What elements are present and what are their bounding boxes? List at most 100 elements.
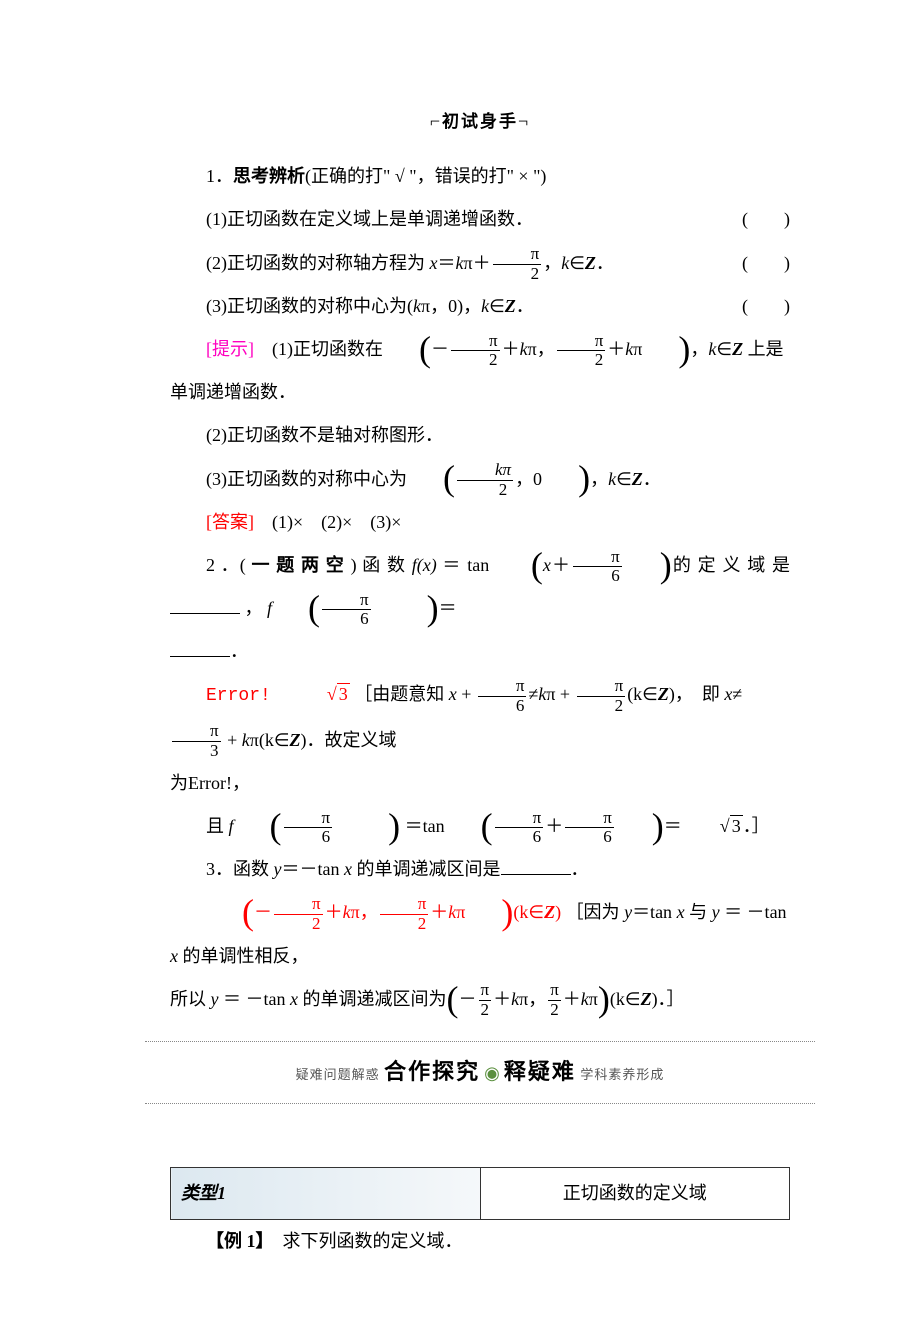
q1-item2-paren: ( ) — [706, 242, 790, 285]
q3a-n2: π — [380, 895, 429, 915]
q2s2-ad: 6 — [284, 828, 333, 847]
q2-m3: 的 定 义 域 是 — [672, 555, 790, 575]
q1-i2-num: π — [493, 245, 542, 265]
q3-eq: ＝－tan — [282, 859, 345, 879]
type-label-cell: 类型1 — [171, 1167, 481, 1219]
q1-i2-den: 2 — [493, 265, 542, 284]
q3l2-c: ， — [528, 989, 546, 1009]
q2s-end: )．故定义域 — [301, 730, 397, 750]
q3s-pre: ［因为 — [561, 902, 624, 922]
q2s2-f: f — [229, 816, 234, 836]
q2-m5: ＝ — [439, 598, 457, 618]
q2s-x: x — [449, 684, 457, 704]
q2s2-pre: 且 — [206, 816, 229, 836]
top-banner: ⌐初试身手¬ — [170, 100, 790, 143]
q2s-pr: )， — [669, 684, 684, 704]
q2-sol-line2: 为Error!， — [170, 762, 790, 805]
q3l2-y: y — [211, 989, 219, 1009]
error-text2: Error! — [188, 773, 232, 793]
q3l2-k: k — [511, 989, 519, 1009]
q1-item3-content: (3)正切函数的对称中心为(kπ，0)，k∈Z． — [170, 285, 534, 328]
q1-item2: (2)正切函数的对称轴方程为 x＝kπ＋π2，k∈Z． ( ) — [170, 242, 790, 285]
q2s2-end: ．］ — [743, 816, 770, 836]
top-banner-text: 初试身手 — [442, 112, 518, 131]
q2-ax: x — [543, 555, 551, 575]
banner-right-small: 学科素养形成 — [580, 1067, 664, 1082]
q2s-d2: 2 — [577, 697, 626, 716]
q2s-n3: π — [172, 722, 221, 742]
q3l2-pi2: π — [589, 989, 598, 1009]
q3l2-end: )．］ — [652, 989, 685, 1009]
t3-k: k — [608, 469, 616, 489]
q1-i2-eq: ＝ — [438, 253, 456, 273]
q2-fx: f(x) — [412, 555, 437, 575]
q3l2-n1: π — [479, 981, 492, 1001]
t1-c: ， — [537, 339, 555, 359]
q3a-n1: π — [274, 895, 323, 915]
q1-i2-k: k — [456, 253, 464, 273]
q3a-d2: 2 — [380, 915, 429, 934]
q2s-neq2: ≠ — [732, 684, 742, 704]
q1-i2-pre: (2)正切函数的对称轴方程为 — [206, 253, 430, 273]
q3a-k: k — [343, 902, 351, 922]
q3l2-d2: 2 — [548, 1001, 561, 1020]
q2-ad: 6 — [573, 567, 622, 586]
q2s2-bn: π — [565, 809, 614, 829]
q2s-d1: 6 — [478, 697, 527, 716]
t1-z: Z — [732, 339, 743, 359]
banner-big-left: 合作探究 — [384, 1059, 480, 1084]
t3-z: Z — [632, 469, 643, 489]
q3a-p: ＋ — [325, 902, 343, 922]
t1-pre: (1)正切函数在 — [272, 339, 383, 359]
t3-mid: ，0 — [515, 469, 542, 489]
q3s-x1: x — [677, 902, 685, 922]
q2-m1: ) 函 数 — [345, 555, 412, 575]
t3-pre: (3)正切函数的对称中心为 — [206, 469, 407, 489]
q2s2-an2: π — [495, 809, 544, 829]
q3a-kin: (k∈ — [513, 902, 544, 922]
q1-tip3: (3)正切函数的对称中心为(kπ2，0)，k∈Z． — [170, 458, 790, 501]
q3l2-p2: ＋ — [563, 989, 581, 1009]
q1-bold: 思考辨析 — [233, 166, 305, 186]
banner-left-small: 疑难问题解惑 — [296, 1067, 380, 1082]
q2s2-eq2: ＝ — [664, 816, 682, 836]
q2s-neq: ≠ — [528, 684, 538, 704]
q3s-y2: y — [712, 902, 720, 922]
type-table: 类型1 正切函数的定义域 — [170, 1167, 790, 1220]
q3l2-kin: (k∈ — [610, 989, 641, 1009]
t1-in: ∈ — [716, 339, 732, 359]
q2sl2-pre: 为 — [170, 773, 188, 793]
t3-tail: ， — [590, 469, 608, 489]
q1-tip2: (2)正切函数不是轴对称图形． — [170, 414, 790, 457]
example-label: 【例 1】 — [206, 1231, 265, 1251]
q3l2-pre: 所以 — [170, 989, 211, 1009]
q3l2-x: x — [290, 989, 298, 1009]
q2-end: ． — [230, 641, 248, 661]
example-text: 求下列函数的定义域． — [283, 1231, 463, 1251]
t1-n1: π — [451, 332, 500, 352]
t1-p2: ＋ — [607, 339, 625, 359]
q1-item1-paren: ( ) — [706, 198, 790, 241]
table-row: 类型1 正切函数的定义域 — [171, 1167, 790, 1219]
q3a-pi: π — [351, 902, 360, 922]
q3-x: x — [344, 859, 352, 879]
q2-bold: 一 题 两 空 — [251, 555, 345, 575]
q2s2-eq: ＝tan — [400, 816, 445, 836]
section-banner: 疑难问题解惑 合作探究◉释疑难 学科素养形成 — [145, 1041, 815, 1104]
q3: 3．函数 y＝－tan x 的单调递减区间是． — [170, 848, 790, 891]
q2s-pi2: π(k∈ — [250, 730, 290, 750]
q3l2-d1: 2 — [479, 1001, 492, 1020]
q3-pre: 3．函数 — [206, 859, 274, 879]
q2s-p2: + — [223, 730, 242, 750]
q1-answer: [答案] (1)× (2)× (3)× — [170, 501, 790, 544]
t1-d2: 2 — [557, 351, 606, 370]
q1-i2-in: ∈ — [569, 253, 585, 273]
q1-i3-pi: π，0)， — [421, 296, 481, 316]
blank-field — [170, 595, 240, 614]
q2s-n2: π — [577, 677, 626, 697]
q1-item1-text: (1)正切函数在定义域上是单调递增函数． — [170, 198, 533, 241]
q2-an: π — [573, 548, 622, 568]
q1-prefix: 1． — [206, 166, 233, 186]
q3a-z: Z — [544, 902, 555, 922]
q1-item3: (3)正切函数的对称中心为(kπ，0)，k∈Z． ( ) — [170, 285, 790, 328]
